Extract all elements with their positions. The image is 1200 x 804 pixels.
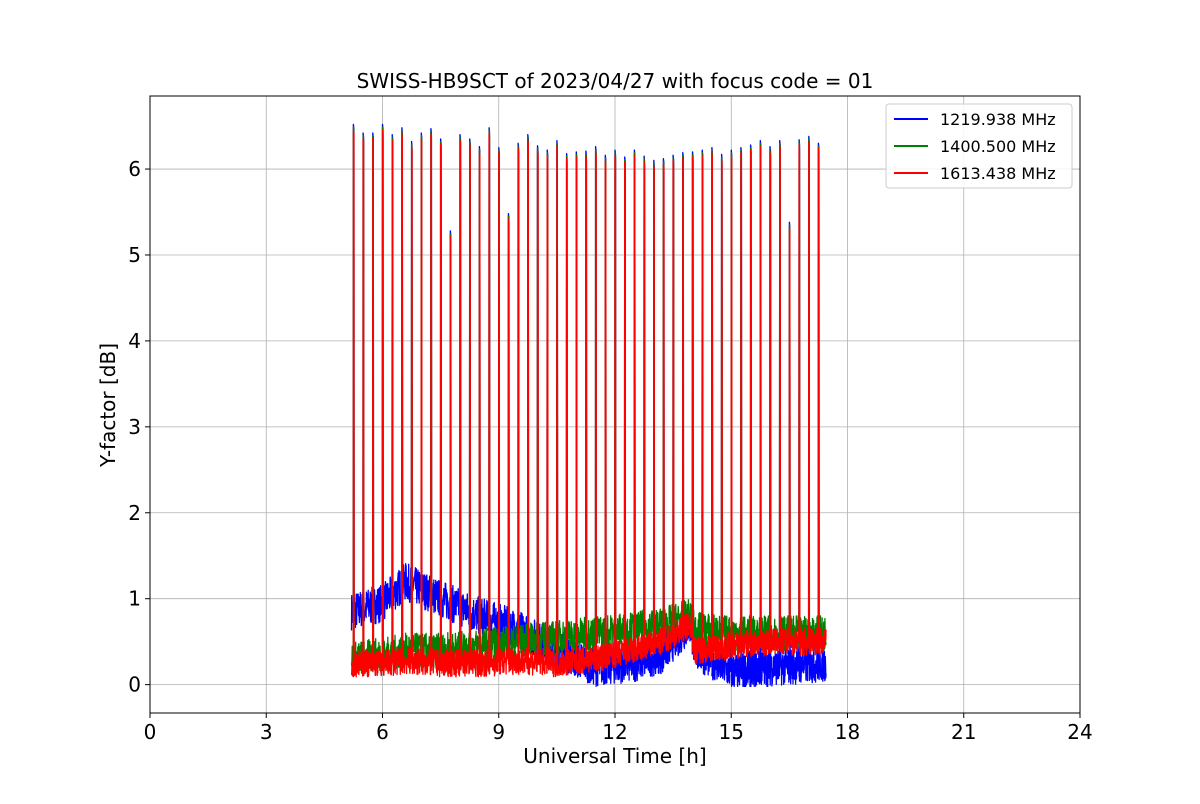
- series-line-red: [350, 128, 827, 678]
- x-tick-label: 0: [144, 720, 157, 744]
- y-axis-label: Y-factor [dB]: [96, 343, 120, 468]
- x-axis-label: Universal Time [h]: [523, 744, 706, 768]
- series-line-blue: [350, 123, 827, 688]
- x-tick-label: 6: [376, 720, 389, 744]
- x-tick-label: 21: [951, 720, 976, 744]
- y-tick-label: 3: [128, 415, 141, 439]
- x-tick-label: 24: [1067, 720, 1092, 744]
- x-tick-label: 12: [602, 720, 627, 744]
- x-tick-label: 18: [835, 720, 860, 744]
- chart-title: SWISS-HB9SCT of 2023/04/27 with focus co…: [357, 69, 874, 93]
- legend-box: [885, 103, 1073, 189]
- x-tick-label: 3: [260, 720, 273, 744]
- legend: 1219.938 MHz 1400.500 MHz 1613.438 MHz: [885, 103, 1073, 189]
- x-tick-label: 15: [719, 720, 744, 744]
- y-tick-label: 4: [128, 329, 141, 353]
- y-tick-label: 1: [128, 587, 141, 611]
- x-tick-label: 9: [492, 720, 505, 744]
- y-tick-label: 5: [128, 243, 141, 267]
- y-tick-label: 2: [128, 501, 141, 525]
- plot-area: [350, 123, 827, 688]
- legend-label: 1613.438 MHz: [940, 164, 1056, 183]
- legend-label: 1219.938 MHz: [940, 110, 1056, 129]
- y-tick-label: 0: [128, 673, 141, 697]
- y-tick-label: 6: [128, 157, 141, 181]
- legend-label: 1400.500 MHz: [940, 137, 1056, 156]
